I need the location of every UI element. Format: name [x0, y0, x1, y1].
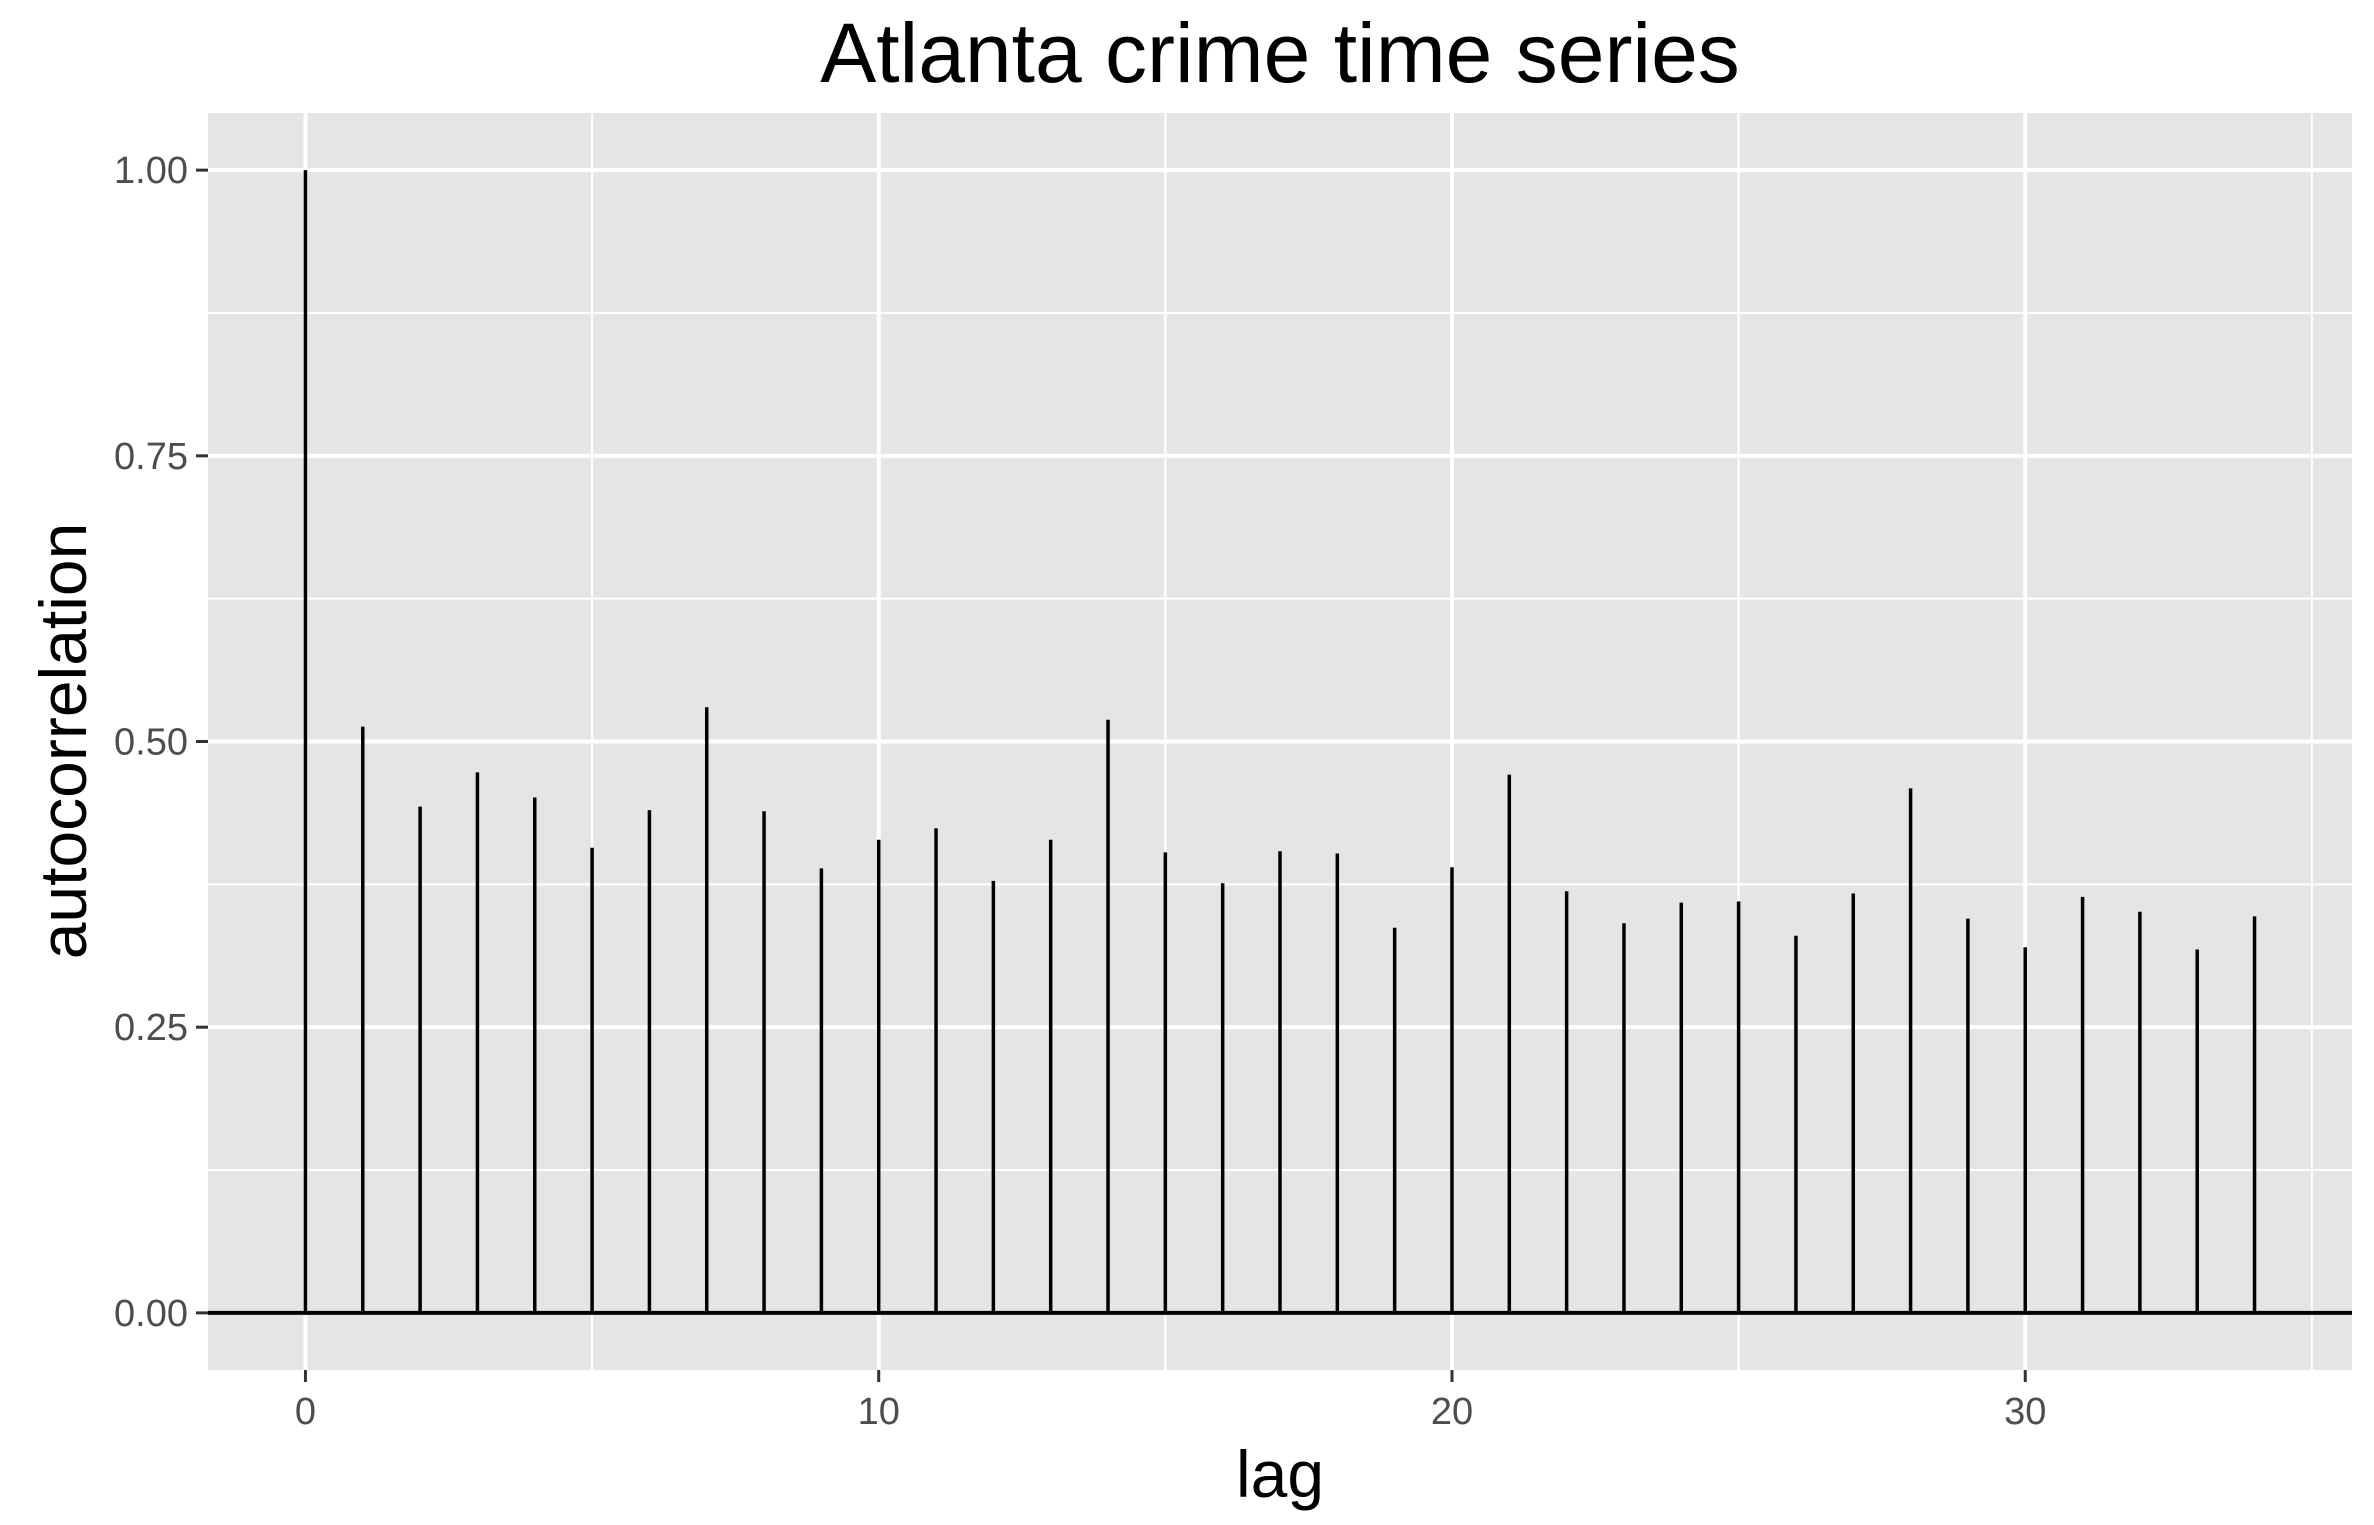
x-tick-label: 10	[858, 1391, 900, 1433]
x-axis-title: lag	[1236, 1437, 1324, 1511]
x-tick-label: 30	[2004, 1391, 2046, 1433]
autocorrelation-bars	[303, 170, 2257, 1313]
y-tick-label: 0.75	[114, 436, 188, 478]
y-tick-label: 1.00	[114, 150, 188, 192]
y-tick-label: 0.25	[114, 1007, 188, 1049]
x-tick-label: 0	[295, 1391, 316, 1433]
y-axis-title: autocorrelation	[26, 523, 100, 960]
y-axis: 0.00 0.25 0.50 0.75 1.00	[114, 150, 208, 1335]
x-tick-label: 20	[1431, 1391, 1473, 1433]
x-axis: 0 10 20 30	[295, 1370, 2046, 1433]
y-tick-label: 0.50	[114, 722, 188, 764]
chart-title: Atlanta crime time series	[820, 6, 1740, 100]
y-tick-label: 0.00	[114, 1293, 188, 1335]
